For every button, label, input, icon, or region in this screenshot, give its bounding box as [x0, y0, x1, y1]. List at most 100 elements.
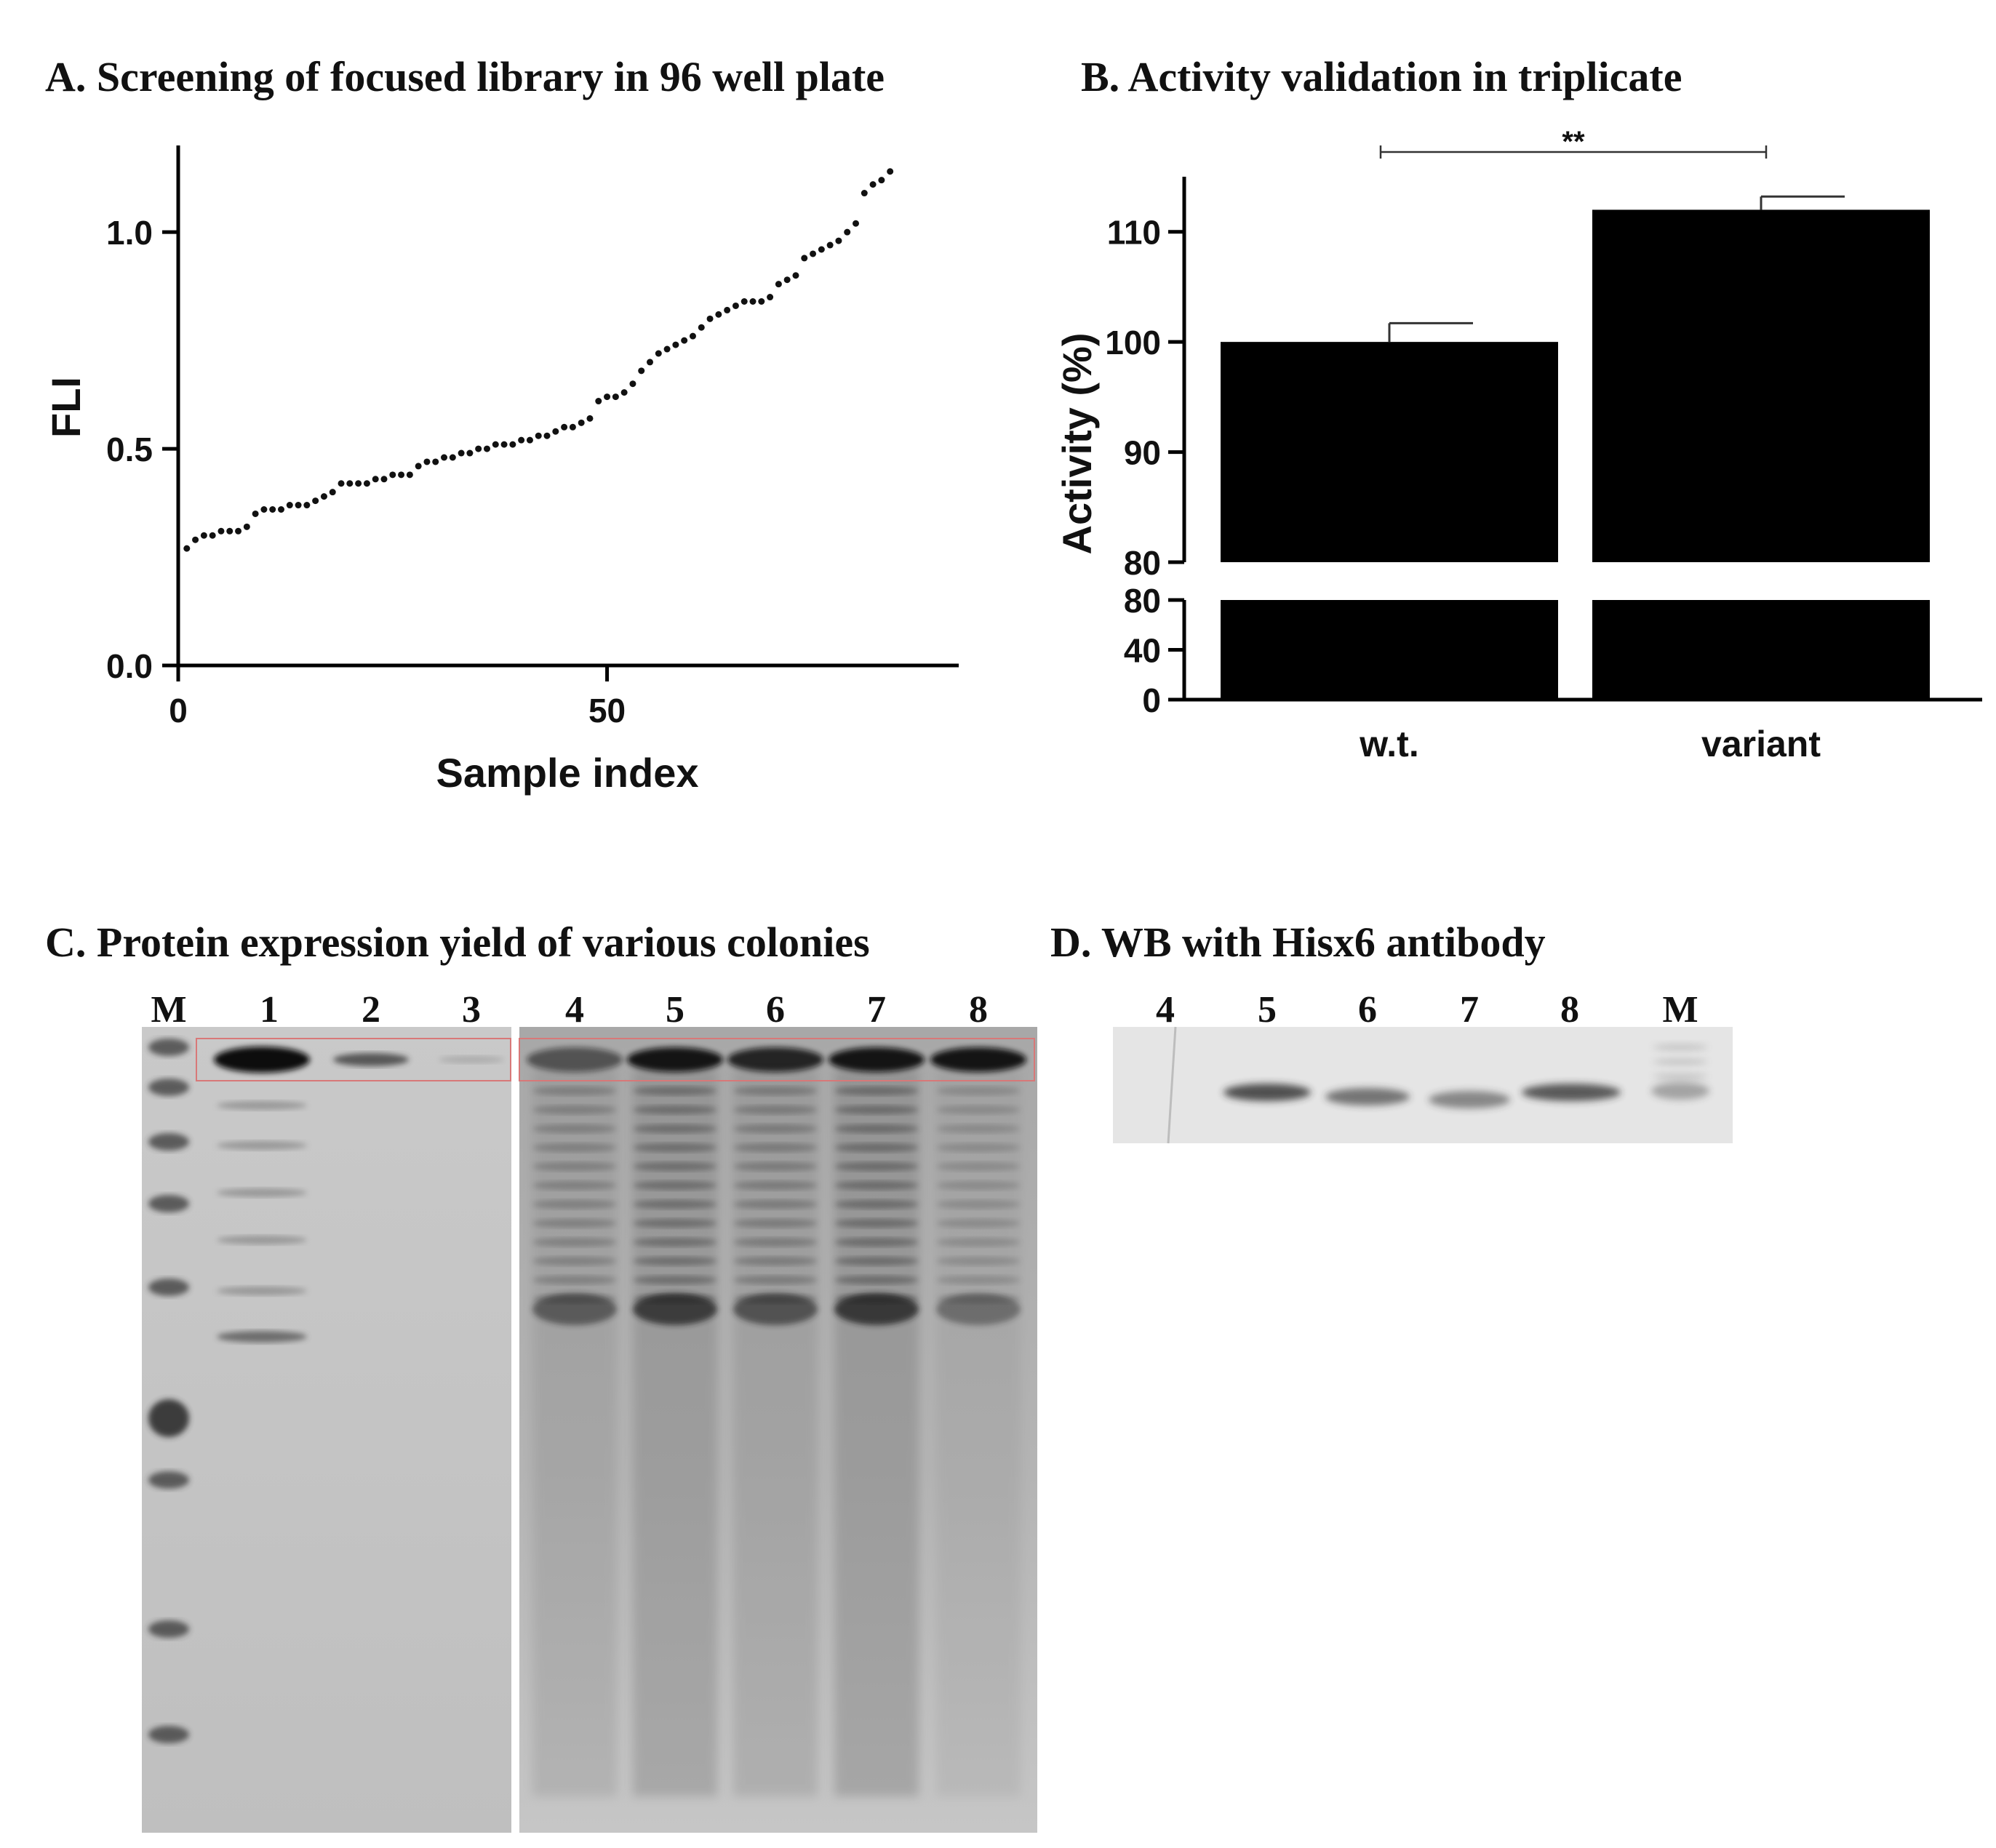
- data-point: [663, 345, 671, 353]
- marker-band: [148, 1039, 189, 1056]
- data-point: [355, 480, 362, 487]
- marker-band: [148, 1195, 189, 1212]
- data-point: [235, 527, 242, 535]
- lane-band: [633, 1087, 717, 1095]
- data-point: [398, 471, 405, 479]
- data-point: [217, 527, 225, 535]
- lane-label: 6: [766, 989, 785, 1031]
- y-tick-label: 100: [1105, 324, 1161, 361]
- data-point: [835, 237, 842, 244]
- data-point: [740, 298, 748, 305]
- data-point: [500, 441, 508, 448]
- y-axis-label: Activity (%): [1054, 333, 1100, 555]
- blot-band: [1223, 1084, 1311, 1101]
- lane-smear: [633, 1069, 717, 1796]
- data-point: [869, 181, 877, 188]
- lane-band: [733, 1257, 818, 1265]
- data-point: [783, 276, 791, 284]
- data-point: [767, 294, 774, 301]
- lane-band: [633, 1238, 717, 1247]
- lane-band: [532, 1219, 617, 1228]
- marker-band: [148, 1620, 189, 1638]
- lane-label: 7: [1460, 989, 1479, 1031]
- data-point: [561, 423, 568, 431]
- lane-label: 5: [1258, 989, 1277, 1031]
- lane-band: [834, 1219, 919, 1228]
- target-band: [214, 1047, 310, 1073]
- lane-band: [834, 1200, 919, 1209]
- data-point: [810, 250, 817, 257]
- lane-band: [217, 1287, 307, 1295]
- data-point: [200, 532, 207, 539]
- data-point: [826, 241, 834, 249]
- lane-band: [733, 1143, 818, 1152]
- target-band-box-right: [519, 1038, 1035, 1081]
- western-blot: 4 5 6 7 8 M: [1113, 989, 1733, 1144]
- data-point: [801, 255, 808, 262]
- blot-band: [1522, 1084, 1621, 1101]
- lane-band: [733, 1087, 818, 1095]
- marker-band: [1653, 1044, 1708, 1050]
- y-tick-label: 90: [1124, 434, 1161, 472]
- data-point: [543, 432, 551, 439]
- lane-label: 4: [1156, 989, 1175, 1031]
- data-point: [406, 471, 413, 479]
- data-point: [672, 341, 679, 348]
- panel-c-title: C. Protein expression yield of various c…: [45, 919, 870, 966]
- data-point: [681, 337, 688, 344]
- data-point: [578, 419, 585, 426]
- lane-band: [936, 1257, 1021, 1265]
- data-point: [466, 449, 474, 457]
- data-point: [346, 480, 354, 487]
- data-point: [689, 332, 696, 340]
- y-tick-label: 0.0: [106, 647, 153, 685]
- data-point: [329, 489, 336, 496]
- data-point: [458, 449, 465, 457]
- lane-band: [936, 1238, 1021, 1247]
- lane-band: [633, 1181, 717, 1190]
- data-point: [552, 428, 559, 435]
- data-point: [706, 315, 714, 322]
- data-point: [715, 311, 722, 318]
- bar-upper: [1592, 209, 1930, 562]
- lane-band: [936, 1181, 1021, 1190]
- data-point: [861, 190, 868, 197]
- data-point: [853, 220, 860, 227]
- data-point: [338, 480, 345, 487]
- activity-bar-chart: 80 90 100 110 0 40 80 w.t. variant ** Activity …: [1054, 126, 1982, 764]
- sds-page-gel: M 1 2 3 4 5 6 7 8: [142, 989, 1037, 1833]
- bar-upper: [1221, 342, 1558, 562]
- data-point: [432, 458, 439, 465]
- lane-band: [936, 1293, 1021, 1325]
- lane-band: [633, 1276, 717, 1284]
- data-point: [389, 471, 396, 479]
- significance-bracket: [1379, 145, 1768, 159]
- data-point: [620, 389, 628, 396]
- data-point: [441, 454, 448, 461]
- lane-band: [217, 1188, 307, 1197]
- data-point: [844, 228, 851, 236]
- bar-lower: [1592, 600, 1930, 700]
- lane-band: [532, 1124, 617, 1133]
- lane-label: M: [1662, 989, 1698, 1031]
- data-point: [732, 302, 739, 309]
- data-point: [269, 506, 276, 513]
- data-point: [569, 423, 576, 431]
- lane-band: [834, 1087, 919, 1095]
- marker-band: [148, 1471, 189, 1489]
- fli-scatter-chart: 0.0 0.5 1.0 0 50 Sample index FLI: [43, 145, 959, 796]
- y-axis-label: FLI: [43, 377, 89, 438]
- data-point: [380, 476, 388, 483]
- target-band-box-left: [196, 1038, 511, 1081]
- blot-band: [1651, 1082, 1709, 1100]
- data-point: [887, 168, 894, 175]
- lane-label: 3: [462, 989, 481, 1031]
- target-band: [930, 1047, 1026, 1072]
- lane-band: [633, 1143, 717, 1152]
- lane-band: [834, 1238, 919, 1247]
- lane-band: [532, 1276, 617, 1284]
- data-point: [363, 480, 370, 487]
- y-tick-label: 110: [1107, 214, 1161, 252]
- lane-band: [936, 1276, 1021, 1284]
- lane-band: [532, 1181, 617, 1190]
